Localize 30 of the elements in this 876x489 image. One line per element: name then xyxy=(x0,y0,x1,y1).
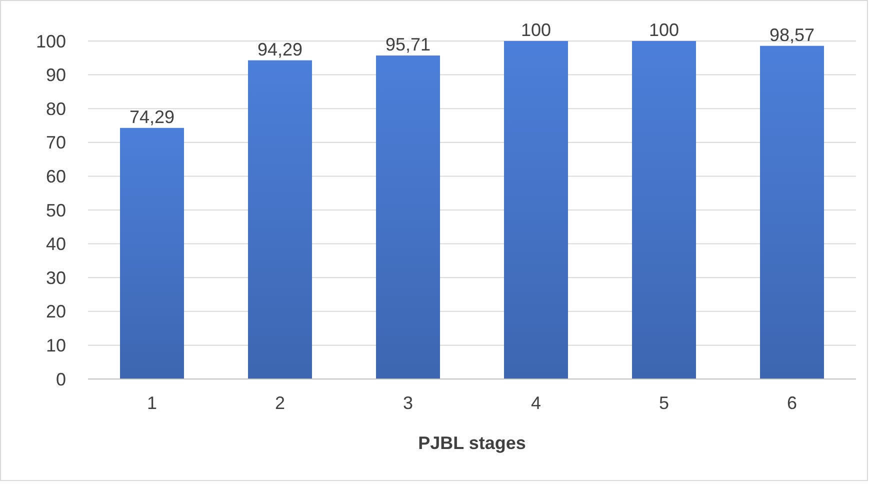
bar xyxy=(760,46,824,379)
y-tick-label: 90 xyxy=(46,65,66,86)
data-label: 98,57 xyxy=(769,24,815,45)
y-tick-label: 70 xyxy=(46,132,66,153)
data-label: 95,71 xyxy=(385,34,431,54)
data-label: 94,29 xyxy=(257,39,303,60)
x-axis-title: PJBL stages xyxy=(418,433,526,453)
data-label: 74,29 xyxy=(129,106,175,127)
bar xyxy=(248,60,312,379)
data-label: 100 xyxy=(648,20,680,40)
y-tick-label: 60 xyxy=(46,166,66,186)
bar xyxy=(632,41,696,379)
x-tick-label: 3 xyxy=(402,393,414,413)
y-tick-label: 30 xyxy=(46,268,66,288)
data-label: 100 xyxy=(520,20,552,40)
y-tick-label: 100 xyxy=(36,31,66,52)
bar xyxy=(504,41,568,379)
bar xyxy=(376,56,440,379)
x-tick-label: 1 xyxy=(146,393,158,413)
bar xyxy=(120,128,184,379)
y-tick-label: 20 xyxy=(46,302,66,322)
y-tick-label: 10 xyxy=(46,336,66,356)
y-tick-label: 80 xyxy=(46,98,66,119)
x-tick-label: 5 xyxy=(658,393,670,413)
y-tick-label: 0 xyxy=(56,369,66,390)
y-tick-label: 50 xyxy=(46,200,66,220)
x-tick-label: 4 xyxy=(530,393,542,413)
x-tick-label: 6 xyxy=(786,393,798,413)
y-tick-label: 40 xyxy=(46,234,66,254)
x-tick-label: 2 xyxy=(274,393,286,413)
